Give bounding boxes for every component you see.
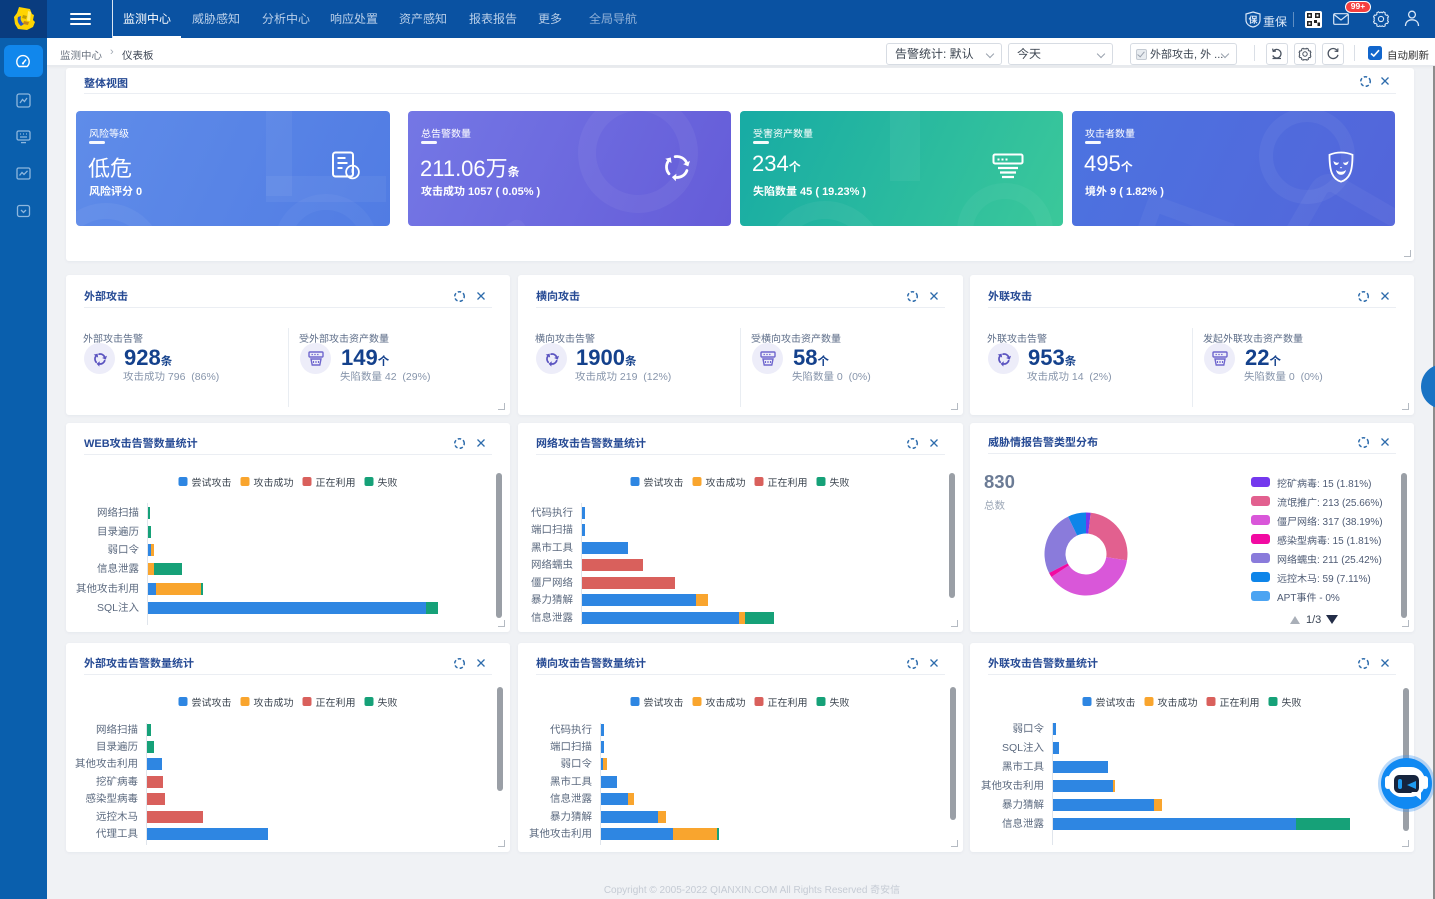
- svg-text:保: 保: [1248, 15, 1257, 25]
